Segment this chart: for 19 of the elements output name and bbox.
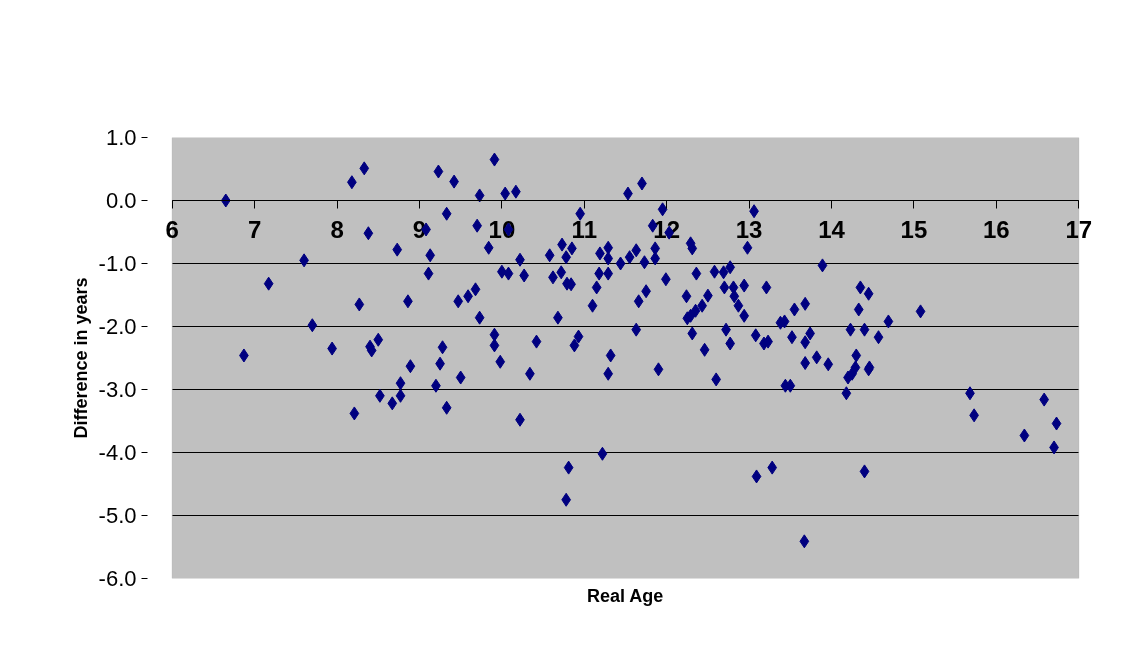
x-tick-label: 13 bbox=[735, 215, 763, 243]
x-tick-label: 17 bbox=[1065, 215, 1093, 243]
x-axis-title: Real Age bbox=[586, 585, 664, 606]
x-tick-label: 16 bbox=[983, 215, 1010, 243]
x-tick-label: 7 bbox=[247, 215, 262, 243]
y-tick-label: 0.0 bbox=[105, 188, 137, 213]
y-tick-label: -3.0 bbox=[98, 377, 137, 402]
x-tick-label: 15 bbox=[900, 215, 928, 243]
x-tick-label: 11 bbox=[571, 215, 597, 243]
x-tick-label: 8 bbox=[330, 215, 344, 243]
y-tick-label: -6.0 bbox=[98, 566, 137, 591]
x-tick-label: 6 bbox=[165, 215, 179, 243]
x-tick-label: 14 bbox=[818, 215, 846, 243]
y-tick-label: -4.0 bbox=[98, 440, 137, 465]
y-tick-label: 1.0 bbox=[105, 125, 137, 150]
y-tick-label: -5.0 bbox=[98, 503, 137, 528]
y-axis-title: Difference in years bbox=[70, 277, 91, 439]
y-tick-label: -1.0 bbox=[98, 251, 137, 276]
y-tick-label: -2.0 bbox=[98, 314, 137, 339]
